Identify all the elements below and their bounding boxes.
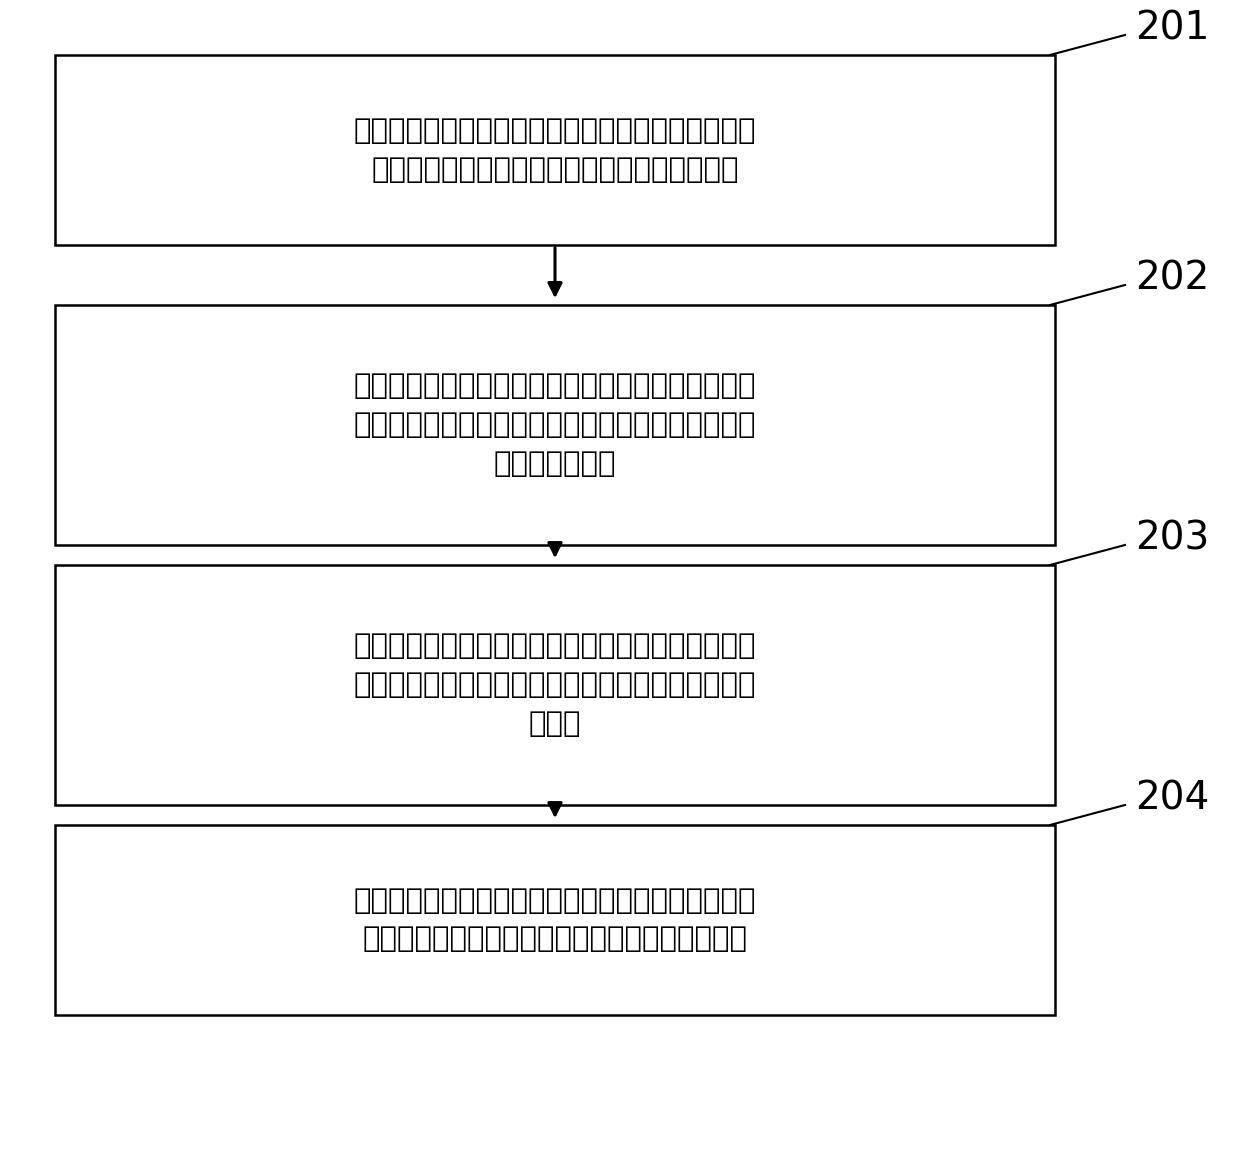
Bar [55, 306, 1055, 545]
Text: 基于所述第一经过时刻和所述第二经过时刻，计算每
一个所述计算叶片相对于所述参考叶片的第一同步振
动位移: 基于所述第一经过时刻和所述第二经过时刻，计算每 一个所述计算叶片相对于所述参考叶… [353, 632, 756, 738]
Bar [55, 55, 1055, 244]
Text: 201: 201 [1135, 9, 1209, 47]
Text: 204: 204 [1135, 779, 1209, 817]
Bar [55, 565, 1055, 805]
Bar [55, 826, 1055, 1015]
Text: 202: 202 [1135, 259, 1209, 297]
Text: 获取每一个计算叶片分别经过同一目标位置时的第一
经过时刻以及所述参考叶片经过所述同一目标位置时
的第二经过时刻: 获取每一个计算叶片分别经过同一目标位置时的第一 经过时刻以及所述参考叶片经过所述… [353, 372, 756, 478]
Text: 确定所述涡轮机上任一个叶片为参考叶片，以及所述
涡轮机上除所述参考叶片之外的叶片为计算叶片: 确定所述涡轮机上任一个叶片为参考叶片，以及所述 涡轮机上除所述参考叶片之外的叶片… [353, 116, 756, 183]
Text: 基于每一个所述第一同步振动位移，确定每一个所述
计算叶片的振动参数以及所述参考叶片的振动参数: 基于每一个所述第一同步振动位移，确定每一个所述 计算叶片的振动参数以及所述参考叶… [353, 887, 756, 954]
Text: 203: 203 [1135, 519, 1209, 557]
